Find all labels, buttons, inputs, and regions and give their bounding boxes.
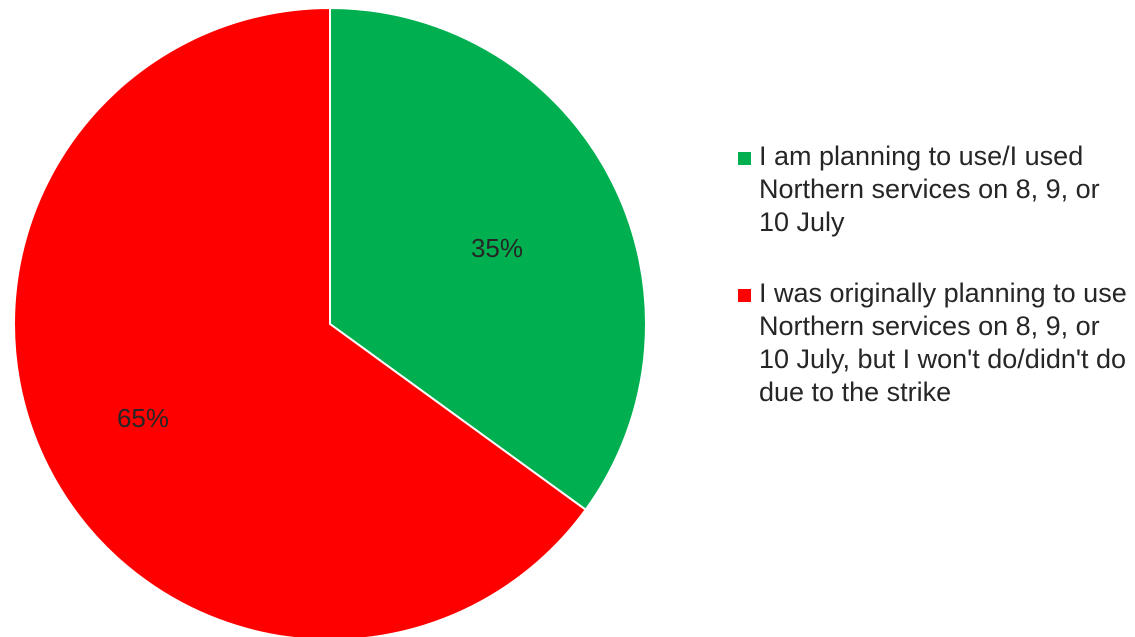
legend-swatch-green: [738, 152, 751, 165]
slice-label-used: 35%: [471, 233, 523, 263]
slice-label-not-used: 65%: [117, 403, 169, 433]
legend: I am planning to use/I used Northern ser…: [738, 140, 1133, 447]
pie-chart: 35% 65%: [13, 6, 647, 637]
legend-label: I was originally planning to use Norther…: [759, 278, 1127, 407]
legend-label: I am planning to use/I used Northern ser…: [759, 141, 1100, 237]
pie-slice-not-used: [13, 6, 588, 637]
legend-item-not-used: I was originally planning to use Norther…: [738, 277, 1133, 409]
legend-swatch-red: [738, 289, 751, 302]
pie-slice-used: [329, 6, 647, 512]
legend-item-used: I am planning to use/I used Northern ser…: [738, 140, 1133, 239]
